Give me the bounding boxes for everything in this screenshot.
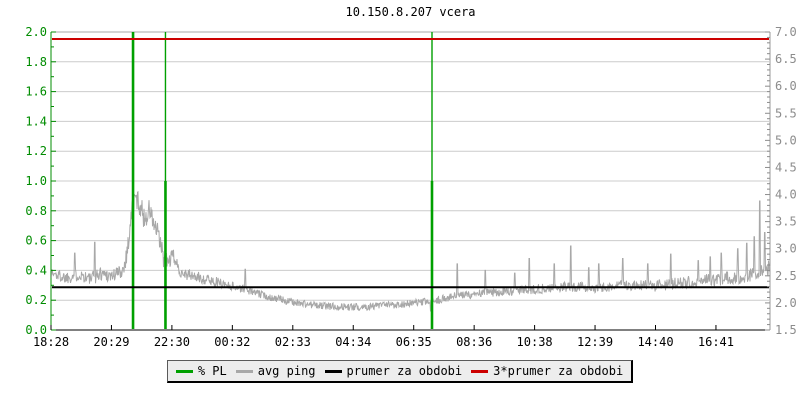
plot-area: 2.0 1.8 1.6 1.4 1.2 1.0 0.8 0.6 0.4 0.2 0.0 7.0 6.5 6… [25,25,797,349]
legend-item-avg-ping: avg ping [235,364,316,378]
legend-label-prumer: prumer za obdobi [346,364,463,378]
svg-text:18:28: 18:28 [33,335,69,349]
svg-text:4.5: 4.5 [775,160,797,174]
legend-label-3prumer: 3*prumer za obdobi [493,364,624,378]
series-avg-ping [50,191,771,312]
right-axis: 7.0 6.5 6.0 5.5 5.0 4.5 4.0 3.5 3.0 2.5 2.0 1.5 [765,25,797,337]
svg-text:1.5: 1.5 [775,323,797,337]
svg-text:1.4: 1.4 [25,114,47,128]
svg-text:5.0: 5.0 [775,133,797,147]
avg-ping-color-swatch [235,369,253,373]
svg-text:0.4: 0.4 [25,263,47,277]
svg-text:3.0: 3.0 [775,242,797,256]
svg-text:7.0: 7.0 [775,25,797,39]
chart-title: 10.150.8.207 vcera [345,5,476,19]
svg-text:04:34: 04:34 [335,335,371,349]
svg-text:1.8: 1.8 [25,55,47,69]
svg-text:0.2: 0.2 [25,293,47,307]
svg-text:06:35: 06:35 [396,335,432,349]
legend-box: % PL avg ping prumer za obdobi 3*prumer … [166,360,634,383]
svg-text:2.0: 2.0 [25,25,47,39]
svg-text:08:36: 08:36 [456,335,492,349]
legend-item-prumer: prumer za obdobi [324,364,463,378]
svg-text:6.0: 6.0 [775,79,797,93]
svg-text:1.0: 1.0 [25,174,47,188]
svg-text:16:41: 16:41 [698,335,734,349]
svg-text:3.5: 3.5 [775,215,797,229]
svg-text:0.0: 0.0 [25,323,47,337]
svg-text:20:29: 20:29 [93,335,129,349]
legend-label-pl: % PL [197,364,227,378]
prumer-color-swatch [324,369,342,373]
left-axis: 2.0 1.8 1.6 1.4 1.2 1.0 0.8 0.6 0.4 0.2 0.0 [25,25,56,337]
svg-text:1.6: 1.6 [25,85,47,99]
svg-text:02:33: 02:33 [275,335,311,349]
pl-color-swatch [175,369,193,373]
x-axis: 18:28 20:29 22:30 00:32 02:33 04:34 06:35 08:36… [33,325,734,349]
svg-text:10:38: 10:38 [517,335,553,349]
svg-text:1.2: 1.2 [25,144,47,158]
svg-text:12:39: 12:39 [577,335,613,349]
plot-border [50,31,771,331]
series-pl-events [131,32,434,329]
legend-item-3prumer: 3*prumer za obdobi [471,364,623,378]
svg-text:14:40: 14:40 [637,335,673,349]
legend: % PL avg ping prumer za obdobi 3*prumer … [0,360,800,383]
svg-text:2.5: 2.5 [775,269,797,283]
svg-text:2.0: 2.0 [775,296,797,310]
legend-item-pl: % PL [175,364,227,378]
svg-text:0.6: 0.6 [25,234,47,248]
three-prumer-color-swatch [471,369,489,373]
svg-text:5.5: 5.5 [775,106,797,120]
legend-label-avg-ping: avg ping [257,364,316,378]
svg-text:6.5: 6.5 [775,52,797,66]
gridlines [52,31,769,301]
svg-text:00:32: 00:32 [214,335,250,349]
svg-text:0.8: 0.8 [25,204,47,218]
svg-text:22:30: 22:30 [154,335,190,349]
svg-text:4.0: 4.0 [775,188,797,202]
